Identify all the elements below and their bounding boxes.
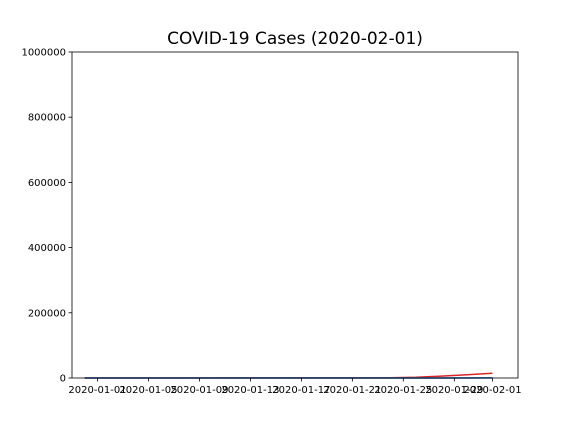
- y-tick-label: 800000: [28, 113, 66, 124]
- y-tick-label: 1000000: [21, 48, 66, 59]
- x-tick-label: 2020-01-13: [221, 385, 279, 396]
- x-tick-label: 2020-01-09: [170, 385, 228, 396]
- x-tick-label: 2020-01-01: [68, 385, 126, 396]
- x-tick-label: 2020-01-21: [323, 385, 381, 396]
- x-tick-label: 2020-01-05: [119, 385, 177, 396]
- y-tick-label: 400000: [28, 243, 66, 254]
- x-tick-label: 2020-01-25: [374, 385, 432, 396]
- y-tick-label: 200000: [28, 308, 66, 319]
- y-tick-label: 600000: [28, 178, 66, 189]
- plot-frame: [72, 52, 518, 378]
- x-tick-label: 2020-01-17: [272, 385, 330, 396]
- x-tick-label: 2020-02-01: [463, 385, 521, 396]
- y-tick-label: 0: [60, 374, 66, 385]
- chart-title: COVID-19 Cases (2020-02-01): [72, 29, 518, 49]
